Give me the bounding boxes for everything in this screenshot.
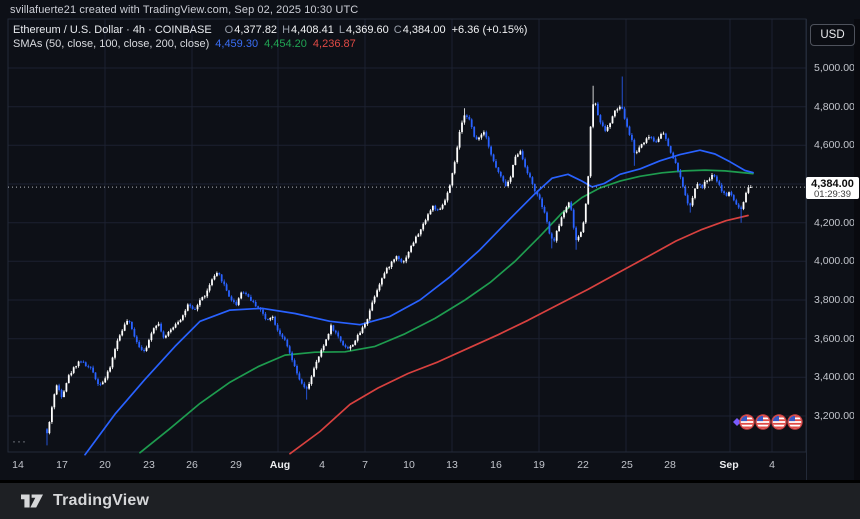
more-indicator[interactable]: ··· — [12, 434, 27, 448]
time-axis-label: 28 — [664, 459, 676, 471]
tradingview-logo-icon[interactable] — [20, 492, 44, 510]
price-axis-label: 4,800.00 — [814, 100, 855, 113]
currency-button[interactable]: USD — [810, 24, 855, 46]
scroll-strip — [854, 19, 860, 480]
us-flag-event-icon[interactable] — [739, 414, 755, 430]
price-axis-label: 4,200.00 — [814, 216, 855, 229]
footer-bar: TradingView — [0, 483, 860, 519]
ohlc-low-value: 4,369.60 — [345, 24, 389, 36]
time-axis-label: 25 — [621, 459, 633, 471]
us-flag-event-icon[interactable] — [771, 414, 787, 430]
chart-legend: Ethereum / U.S. Dollar · 4h · COINBASE O4… — [13, 23, 527, 51]
ohlc-high-label: H — [282, 24, 291, 36]
price-axis-label: 4,600.00 — [814, 139, 855, 152]
symbol-row: Ethereum / U.S. Dollar · 4h · COINBASE O4… — [13, 23, 527, 37]
sma-indicator-label: SMAs (50, close, 100, close, 200, close) — [13, 38, 210, 50]
attribution-text: svillafuerte21 created with TradingView.… — [10, 3, 359, 16]
last-price-value: 4,384.00 — [811, 178, 854, 190]
time-axis-label: 23 — [143, 459, 155, 471]
time-axis-label: 4 — [769, 459, 775, 471]
time-axis-label: 16 — [490, 459, 502, 471]
last-price-label: 4,384.00 01:29:39 — [806, 177, 859, 199]
time-axis-label: Sep — [719, 459, 739, 471]
ohlc-open-value: 4,377.82 — [234, 24, 278, 36]
event-markers[interactable] — [733, 414, 803, 430]
sma-100-line — [139, 169, 754, 454]
time-axis-label: 7 — [362, 459, 368, 471]
sma200-value: 4,236.87 — [312, 38, 356, 50]
event-arrow-icon — [733, 418, 741, 426]
candle-countdown: 01:29:39 — [814, 189, 851, 200]
price-axis-label: 3,400.00 — [814, 371, 855, 384]
price-change: +6.36 (+0.15%) — [451, 24, 528, 36]
price-axis-separator — [806, 19, 807, 480]
time-axis-label: 10 — [403, 459, 415, 471]
ohlc-open-label: O — [224, 24, 234, 36]
time-axis-label: 13 — [446, 459, 458, 471]
ohlc-close-label: C — [393, 24, 402, 36]
sma50-value: 4,459.30 — [215, 38, 259, 50]
sma-50-line — [84, 149, 754, 456]
sma-200-line — [289, 214, 749, 455]
time-axis-label: 29 — [230, 459, 242, 471]
us-flag-event-icon[interactable] — [755, 414, 771, 430]
attribution-bar: svillafuerte21 created with TradingView.… — [0, 0, 860, 19]
us-flag-event-icon[interactable] — [787, 414, 803, 430]
time-axis-label: 4 — [319, 459, 325, 471]
time-axis-label: 17 — [56, 459, 68, 471]
time-axis-label: 14 — [12, 459, 24, 471]
price-axis-label: 4,000.00 — [814, 255, 855, 268]
candlesticks — [46, 76, 752, 446]
time-axis-label: 19 — [533, 459, 545, 471]
time-axis-label: 20 — [99, 459, 111, 471]
ohlc-close-value: 4,384.00 — [402, 24, 446, 36]
indicator-row: SMAs (50, close, 100, close, 200, close)… — [13, 37, 527, 51]
price-axis-label: 3,800.00 — [814, 294, 855, 306]
price-axis-label: 5,000.00 — [814, 62, 855, 74]
price-axis-label: 3,600.00 — [814, 332, 855, 345]
sma100-value: 4,454.20 — [264, 38, 307, 50]
ohlc-low-label: L — [338, 24, 345, 36]
time-axis-label: 26 — [186, 459, 198, 471]
price-axis-label: 3,200.00 — [814, 410, 855, 422]
ohlc-high-value: 4,408.41 — [291, 24, 334, 36]
symbol-title: Ethereum / U.S. Dollar · 4h · COINBASE — [13, 24, 212, 36]
brand-name[interactable]: TradingView — [53, 492, 150, 509]
footer-divider — [0, 480, 860, 483]
time-axis-label: Aug — [269, 459, 291, 471]
time-axis-label: 22 — [577, 459, 589, 471]
